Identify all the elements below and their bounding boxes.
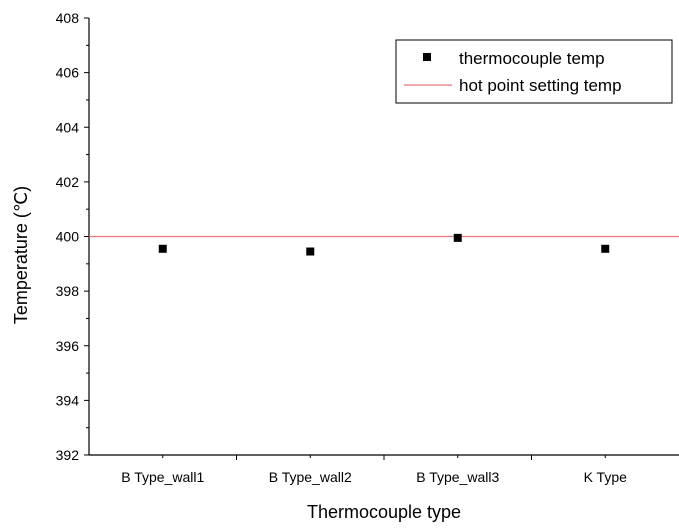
y-axis-ticks: 392 394 396 398 400 402 404 406 408: [56, 10, 89, 463]
legend-label-hot-point-setting-temp: hot point setting temp: [459, 76, 622, 95]
data-points: [158, 233, 610, 256]
legend-box: [395, 39, 673, 104]
y-axis-title: Temperature (℃): [11, 186, 31, 324]
legend-label-thermocouple-temp: thermocouple temp: [459, 49, 605, 68]
legend: thermocouple temp hot point setting temp: [395, 39, 673, 104]
x-axis-title: Thermocouple type: [307, 502, 461, 522]
y-tick-label-394: 394: [56, 392, 80, 408]
y-tick-label-396: 396: [56, 338, 80, 354]
y-tick-label-408: 408: [56, 10, 80, 26]
y-tick-label-398: 398: [56, 283, 80, 299]
y-tick-label-404: 404: [56, 119, 80, 135]
x-tick-label-3: K Type: [584, 469, 628, 485]
data-point-2: [453, 233, 462, 242]
y-tick-label-406: 406: [56, 65, 80, 81]
legend-marker-thermocouple-temp: [423, 53, 431, 61]
y-tick-label-402: 402: [56, 174, 80, 190]
x-tick-label-0: B Type_wall1: [121, 469, 204, 485]
y-tick-label-400: 400: [56, 229, 80, 245]
y-tick-label-392: 392: [56, 447, 80, 463]
data-point-0: [158, 244, 167, 253]
x-tick-label-1: B Type_wall2: [269, 469, 352, 485]
x-axis-ticks: B Type_wall1 B Type_wall2 B Type_wall3 K Ty…: [121, 455, 627, 485]
data-point-1: [306, 247, 315, 256]
x-tick-label-2: B Type_wall3: [416, 469, 499, 485]
data-point-3: [601, 244, 610, 253]
